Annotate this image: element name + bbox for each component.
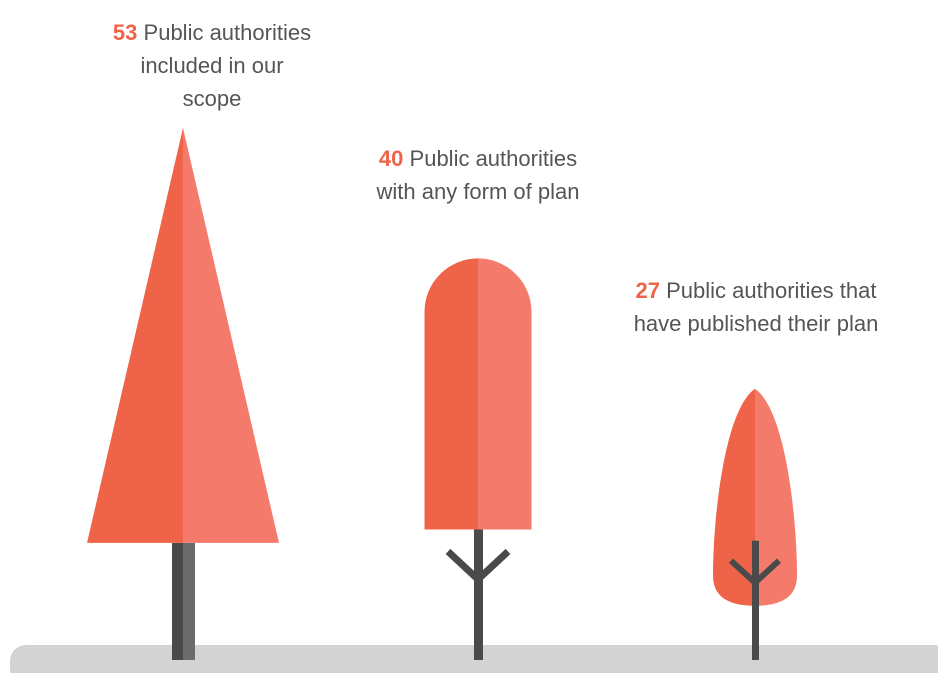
infographic: 53 Public authorities included in our sc… (0, 0, 938, 673)
canopy (478, 258, 532, 529)
caption: 40 Public authorities with any form of p… (363, 142, 593, 208)
tree (87, 128, 279, 660)
tree (425, 258, 532, 660)
caption-text: Public authorities that have published t… (634, 278, 879, 336)
count: 53 (113, 20, 137, 45)
count: 27 (636, 278, 660, 303)
tree (713, 389, 797, 660)
caption: 53 Public authorities included in our sc… (112, 16, 312, 115)
trunk (474, 529, 483, 660)
count: 40 (379, 146, 403, 171)
trunk (172, 543, 183, 660)
canopy (425, 258, 479, 529)
caption-text: Public authorities with any form of plan (377, 146, 580, 204)
canopy (183, 128, 279, 543)
canopy (87, 128, 183, 543)
trunk (752, 541, 759, 660)
caption-text: Public authorities included in our scope (140, 20, 311, 111)
trunk (183, 543, 195, 660)
caption: 27 Public authorities that have publishe… (631, 274, 881, 340)
